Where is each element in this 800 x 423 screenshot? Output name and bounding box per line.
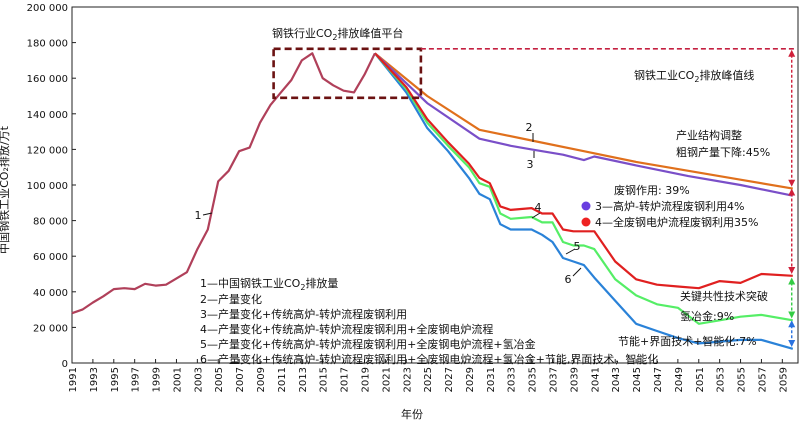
marker-3-label: 3—高炉-转炉流程废钢利用4% <box>595 199 744 213</box>
x-tick-label: 2037 <box>549 367 560 392</box>
x-tick-label: 2045 <box>632 367 643 392</box>
curve-label-6: 6 <box>565 273 572 286</box>
x-tick-label: 2041 <box>590 367 601 392</box>
energy-arrow-head-up <box>788 320 796 328</box>
series-line-2 <box>374 52 793 190</box>
legend-item-6: 6—产量变化+传统高炉-转炉流程废钢利用+全废钢电炉流程+氢冶金+节能,界面技术… <box>200 352 658 366</box>
hydrogen-label: 氢冶金:9% <box>680 309 734 323</box>
series-line-6 <box>374 52 794 350</box>
marker-4-label: 4—全废钢电炉流程废钢利用35% <box>595 215 758 229</box>
legend-item-4: 4—产量变化+传统高炉-转炉流程废钢利用+全废钢电炉流程 <box>200 322 493 336</box>
x-tick-label: 2003 <box>193 367 204 392</box>
y-tick-label: 40 000 <box>33 288 68 299</box>
legend-item-3: 3—产量变化+传统高炉-转炉流程废钢利用 <box>200 307 407 321</box>
marker-4-dot <box>581 217 591 227</box>
series-line-4 <box>374 52 793 290</box>
x-tick-label: 2043 <box>611 367 622 392</box>
y-tick-label: 200 000 <box>27 3 68 14</box>
x-tick-label: 2017 <box>340 367 351 392</box>
peak-line-label: 钢铁工业CO2排放峰值线 <box>634 68 754 84</box>
legend-item-1: 1—中国钢铁工业CO2排放量 <box>200 276 338 292</box>
curve-label-leader <box>531 212 541 219</box>
x-tick-label: 2059 <box>778 367 789 392</box>
key-tech-label: 关键共性技术突破 <box>680 289 768 303</box>
y-tick-label: 80 000 <box>33 217 68 228</box>
curve-label-1: 1 <box>195 209 202 222</box>
curve-label-leader <box>565 248 576 255</box>
legend-item-5: 5—产量变化+传统高炉-转炉流程废钢利用+全废钢电炉流程+氢冶金 <box>200 337 536 351</box>
x-tick-label: 2035 <box>528 367 539 392</box>
platform-title: 钢铁行业CO2排放峰值平台 <box>272 26 403 42</box>
hydrogen-arrow-head-up <box>788 277 796 285</box>
production-arrow-head-down <box>788 179 796 187</box>
x-tick-label: 2015 <box>319 367 330 392</box>
series-line-1 <box>71 52 376 315</box>
x-tick-label: 1991 <box>68 367 79 392</box>
x-tick-label: 2007 <box>235 367 246 392</box>
x-tick-label: 2039 <box>569 367 580 392</box>
y-tick-label: 180 000 <box>27 39 68 50</box>
x-tick-label: 2009 <box>256 367 267 392</box>
curve-label-5: 5 <box>574 240 581 253</box>
y-tick-label: 120 000 <box>27 145 68 156</box>
x-tick-label: 2053 <box>716 367 727 392</box>
y-tick-label: 60 000 <box>33 252 68 263</box>
curve-label-3: 3 <box>527 158 534 171</box>
x-tick-label: 2023 <box>402 367 413 392</box>
annotation-overlay: 1 2 3 4 5 6 <box>195 47 796 347</box>
y-tick-label: 140 000 <box>27 110 68 121</box>
y-tick-label: 0 <box>62 359 68 370</box>
production-arrow-head-up <box>788 49 796 57</box>
x-tick-label: 2047 <box>653 367 664 392</box>
curve-label-leader <box>202 212 213 216</box>
x-tick-label: 2029 <box>465 367 476 392</box>
x-tick-label: 2025 <box>423 367 434 392</box>
x-tick-label: 2027 <box>444 367 455 392</box>
scrap-arrow-head-down <box>788 267 796 274</box>
marker-3-dot <box>581 201 591 211</box>
x-tick-label: 2051 <box>695 367 706 392</box>
energy-arrow-head-down <box>788 339 796 347</box>
peak-platform-box <box>272 47 423 100</box>
x-tick-label: 1997 <box>131 367 142 392</box>
series-lines <box>71 52 794 350</box>
x-tick-label: 1993 <box>89 367 100 392</box>
curve-label-4: 4 <box>535 201 542 214</box>
series-line-3 <box>374 52 794 197</box>
x-tick-label: 1995 <box>110 367 121 392</box>
x-tick-label: 2055 <box>737 367 748 392</box>
x-tick-label: 2033 <box>507 367 518 392</box>
x-tick-label: 2001 <box>172 367 183 392</box>
x-axis-title: 年份 <box>401 407 423 421</box>
x-tick-label: 2011 <box>277 367 288 392</box>
legend: 1—中国钢铁工业CO2排放量 2—产量变化 3—产量变化+传统高炉-转炉流程废钢… <box>200 276 658 366</box>
energy-label: 节能+界面技术+智能化:7% <box>618 334 757 348</box>
y-tick-label: 160 000 <box>27 74 68 85</box>
y-tick-label: 20 000 <box>33 323 68 334</box>
x-tick-label: 2019 <box>360 367 371 392</box>
x-tick-label: 2021 <box>381 367 392 392</box>
x-tick-label: 2013 <box>298 367 309 392</box>
x-axis-ticks: 1991 1993 1995 1997 1999 2001 2003 2005 2007 2009… <box>68 359 789 392</box>
curve-label-2: 2 <box>526 121 533 134</box>
y-axis-title: 中国钢铁工业CO₂排放/万t <box>0 125 11 253</box>
x-tick-label: 2005 <box>214 367 225 392</box>
hydrogen-arrow-head-down <box>788 311 796 319</box>
scrap-label: 废钢作用: 39% <box>614 183 690 197</box>
x-tick-label: 2031 <box>486 367 497 392</box>
scrap-arrow-head-up <box>788 188 796 196</box>
x-tick-label: 1999 <box>152 367 163 392</box>
x-tick-label: 2049 <box>674 367 685 392</box>
y-axis-ticks: 0 20 000 40 000 60 000 80 000 100 000 120 000 1… <box>27 3 76 370</box>
y-tick-label: 100 000 <box>27 181 68 192</box>
structure-label: 产业结构调整 <box>676 128 742 142</box>
legend-item-2: 2—产量变化 <box>200 292 262 306</box>
x-tick-label: 2057 <box>757 367 768 392</box>
series-line-5 <box>374 52 793 325</box>
curve-label-leader <box>572 267 582 277</box>
production-drop-label: 粗钢产量下降:45% <box>676 145 770 159</box>
